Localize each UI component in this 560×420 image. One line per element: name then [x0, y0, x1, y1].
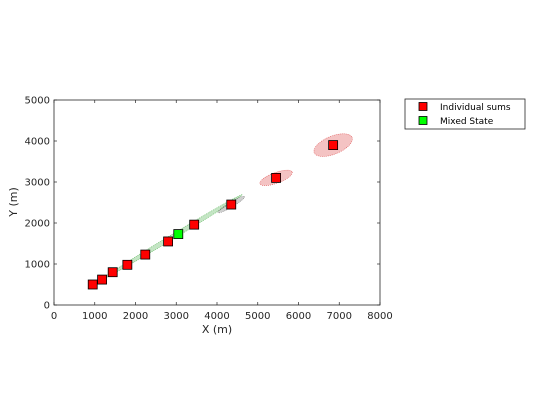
x-tick-label: 2000 — [123, 311, 148, 322]
x-tick-label: 5000 — [245, 311, 270, 322]
plot-area — [53, 99, 381, 306]
y-tick-label: 1000 — [25, 260, 50, 271]
legend-swatch-individual-sums — [418, 102, 428, 111]
x-tick-label: 6000 — [286, 311, 311, 322]
marker-series-0-point-8 — [271, 172, 281, 183]
data-markers — [87, 140, 339, 290]
y-tick-label: 4000 — [25, 137, 50, 148]
marker-series-1-point-0 — [173, 229, 184, 239]
axis-ticks — [53, 99, 381, 306]
x-tick-label: 0 — [51, 311, 57, 322]
marker-series-0-point-4 — [140, 249, 151, 260]
marker-series-0-point-6 — [189, 219, 200, 230]
marker-series-0-point-9 — [328, 140, 339, 151]
y-tick-label: 0 — [44, 301, 50, 312]
legend: Individual sums Mixed State — [404, 98, 526, 130]
marker-series-0-point-1 — [97, 274, 107, 285]
x-tick-label: 1000 — [82, 311, 107, 322]
x-tick-label: 3000 — [164, 311, 189, 322]
y-tick-label: 3000 — [25, 178, 50, 189]
y-axis-label: Y (m) — [7, 187, 20, 218]
marker-series-0-point-7 — [226, 199, 237, 210]
x-tick-label: 4000 — [204, 311, 229, 322]
legend-swatch-mixed-state — [418, 116, 428, 125]
marker-series-0-point-0 — [87, 279, 98, 290]
legend-label-mixed-state: Mixed State — [440, 117, 494, 127]
legend-label-individual-sums: Individual sums — [440, 103, 511, 113]
marker-series-0-point-5 — [163, 236, 174, 247]
x-tick-label: 7000 — [327, 311, 352, 322]
y-tick-labels: 0 1000 2000 3000 4000 5000 — [25, 96, 50, 312]
x-tick-labels: 0 1000 2000 3000 4000 5000 6000 7000 8000 — [51, 311, 393, 322]
marker-series-0-point-2 — [107, 267, 118, 278]
x-axis-label: X (m) — [202, 323, 232, 336]
marker-series-0-point-3 — [122, 259, 133, 270]
y-tick-label: 5000 — [25, 96, 50, 107]
x-tick-label: 8000 — [367, 311, 392, 322]
y-tick-label: 2000 — [25, 219, 50, 230]
